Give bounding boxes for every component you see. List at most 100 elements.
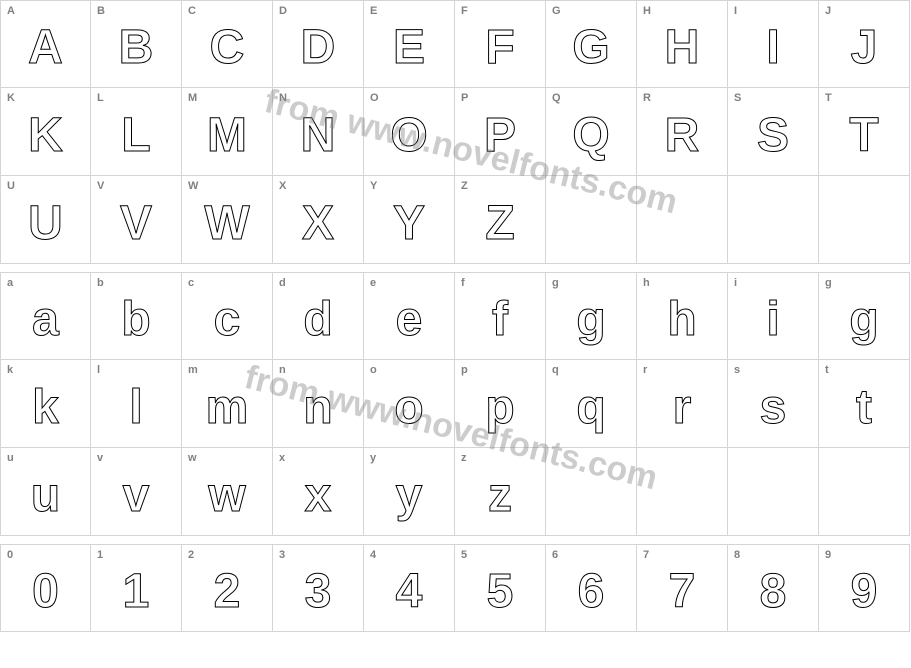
- cell-label: 7: [643, 549, 649, 561]
- cell-label: 4: [370, 549, 376, 561]
- cell-glyph: a: [32, 296, 59, 344]
- glyph-cell: pp: [455, 360, 546, 448]
- cell-label: 2: [188, 549, 194, 561]
- cell-label: s: [734, 364, 740, 376]
- cell-glyph: U: [28, 200, 63, 248]
- glyph-cell: aa: [0, 272, 91, 360]
- cell-glyph: 0: [32, 568, 59, 616]
- glyph-cell: mm: [182, 360, 273, 448]
- cell-glyph: 2: [214, 568, 241, 616]
- cell-label: I: [734, 5, 737, 17]
- glyph-cell: EE: [364, 0, 455, 88]
- cell-glyph: i: [766, 296, 779, 344]
- cell-glyph: g: [576, 296, 605, 344]
- cell-label: R: [643, 92, 651, 104]
- cell-glyph: 4: [396, 568, 423, 616]
- glyph-cell: ss: [728, 360, 819, 448]
- cell-label: 1: [97, 549, 103, 561]
- cell-label: M: [188, 92, 197, 104]
- glyph-cell: WW: [182, 176, 273, 264]
- cell-glyph: s: [760, 384, 787, 432]
- cell-glyph: p: [485, 384, 514, 432]
- cell-label: P: [461, 92, 468, 104]
- cell-glyph: o: [394, 384, 423, 432]
- cell-glyph: 1: [123, 568, 150, 616]
- glyph-grid: aabbccddeeffgghhiiggkkllmmnnooppqqrrsstt…: [0, 272, 911, 536]
- cell-label: S: [734, 92, 741, 104]
- cell-glyph: z: [488, 472, 512, 520]
- cell-glyph: V: [120, 200, 152, 248]
- glyph-cell: 22: [182, 544, 273, 632]
- cell-glyph: f: [492, 296, 508, 344]
- section-uppercase: AABBCCDDEEFFGGHHIIJJKKLLMMNNOOPPQQRRSSTT…: [0, 0, 911, 264]
- glyph-cell: HH: [637, 0, 728, 88]
- glyph-cell: 99: [819, 544, 910, 632]
- glyph-cell: xx: [273, 448, 364, 536]
- cell-glyph: Q: [572, 112, 609, 160]
- cell-label: X: [279, 180, 286, 192]
- cell-label: A: [7, 5, 15, 17]
- cell-label: g: [825, 277, 832, 289]
- cell-glyph: m: [206, 384, 249, 432]
- cell-glyph: y: [396, 472, 423, 520]
- cell-label: 5: [461, 549, 467, 561]
- glyph-cell: 00: [0, 544, 91, 632]
- cell-label: q: [552, 364, 559, 376]
- section-digits: 00112233445566778899: [0, 544, 911, 632]
- cell-label: d: [279, 277, 286, 289]
- glyph-cell: ll: [91, 360, 182, 448]
- cell-glyph: C: [210, 24, 245, 72]
- cell-glyph: P: [484, 112, 516, 160]
- cell-label: o: [370, 364, 377, 376]
- glyph-cell: nn: [273, 360, 364, 448]
- cell-glyph: l: [129, 384, 142, 432]
- glyph-cell: KK: [0, 88, 91, 176]
- glyph-cell: 44: [364, 544, 455, 632]
- cell-glyph: Z: [485, 200, 514, 248]
- cell-glyph: 3: [305, 568, 332, 616]
- glyph-cell: ee: [364, 272, 455, 360]
- glyph-cell: BB: [91, 0, 182, 88]
- cell-label: 3: [279, 549, 285, 561]
- cell-glyph: b: [121, 296, 150, 344]
- cell-label: u: [7, 452, 14, 464]
- cell-glyph: g: [849, 296, 878, 344]
- cell-glyph: O: [390, 112, 427, 160]
- cell-label: L: [97, 92, 104, 104]
- cell-glyph: K: [28, 112, 63, 160]
- cell-glyph: M: [207, 112, 247, 160]
- glyph-cell: ZZ: [455, 176, 546, 264]
- cell-glyph: T: [849, 112, 878, 160]
- cell-label: G: [552, 5, 561, 17]
- glyph-cell: qq: [546, 360, 637, 448]
- glyph-cell: SS: [728, 88, 819, 176]
- cell-label: l: [97, 364, 100, 376]
- glyph-cell: 11: [91, 544, 182, 632]
- cell-glyph: I: [766, 24, 779, 72]
- glyph-cell: hh: [637, 272, 728, 360]
- cell-label: t: [825, 364, 829, 376]
- cell-glyph: W: [204, 200, 249, 248]
- section-lowercase: aabbccddeeffgghhiiggkkllmmnnooppqqrrsstt…: [0, 272, 911, 536]
- cell-glyph: v: [123, 472, 150, 520]
- cell-label: i: [734, 277, 737, 289]
- cell-label: k: [7, 364, 13, 376]
- cell-label: E: [370, 5, 377, 17]
- cell-label: v: [97, 452, 103, 464]
- cell-glyph: G: [572, 24, 609, 72]
- glyph-cell: uu: [0, 448, 91, 536]
- cell-glyph: D: [301, 24, 336, 72]
- glyph-cell: bb: [91, 272, 182, 360]
- glyph-cell: [819, 448, 910, 536]
- cell-label: W: [188, 180, 198, 192]
- glyph-cell: II: [728, 0, 819, 88]
- cell-glyph: h: [667, 296, 696, 344]
- glyph-cell: gg: [819, 272, 910, 360]
- glyph-cell: [728, 448, 819, 536]
- cell-glyph: 6: [578, 568, 605, 616]
- cell-label: m: [188, 364, 198, 376]
- glyph-chart: AABBCCDDEEFFGGHHIIJJKKLLMMNNOOPPQQRRSSTT…: [0, 0, 911, 640]
- glyph-cell: LL: [91, 88, 182, 176]
- cell-glyph: A: [28, 24, 63, 72]
- cell-label: 9: [825, 549, 831, 561]
